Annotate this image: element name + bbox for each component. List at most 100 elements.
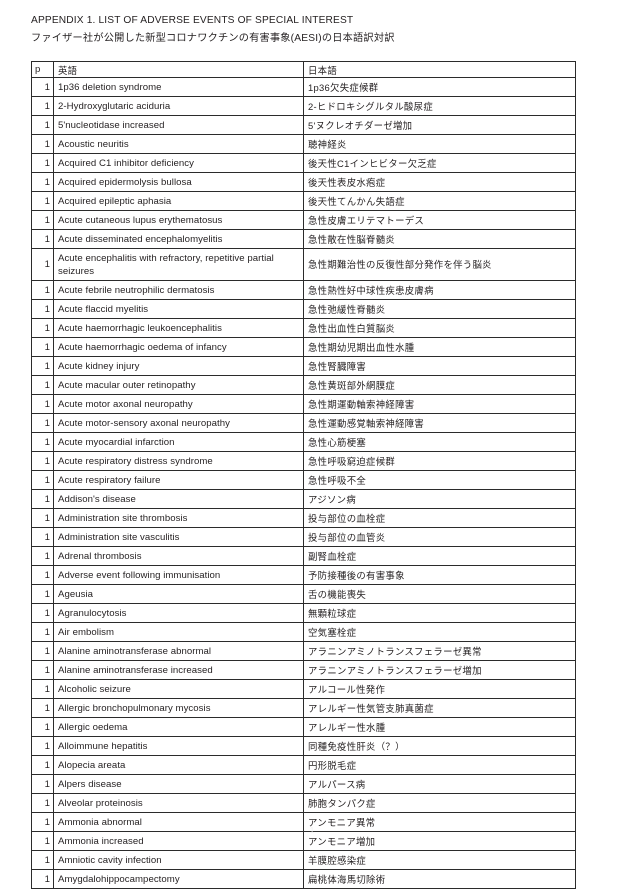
cell-japanese: 投与部位の血栓症: [303, 508, 576, 528]
cell-page-value: 1: [44, 721, 50, 733]
table-row: 1 Acute respiratory distress syndrome 急性呼吸…: [31, 451, 576, 471]
cell-english: Administration site vasculitis: [53, 527, 304, 547]
table-row: 1 Alloimmune hepatitis 同種免疫性肝炎（？）: [31, 736, 576, 756]
cell-english-value: Alcoholic seizure: [58, 683, 131, 695]
cell-english: Allergic oedema: [53, 717, 304, 737]
cell-page: 1: [31, 774, 54, 794]
cell-japanese: 扁桃体海馬切除術: [303, 869, 576, 889]
column-header-english: 英語: [53, 61, 304, 78]
table-row: 1 Amygdalohippocampectomy 扁桃体海馬切除術: [31, 869, 576, 889]
table-row: 1 Acoustic neuritis 聴神経炎: [31, 134, 576, 154]
cell-page-value: 1: [44, 157, 50, 169]
cell-japanese-value: アンモニア増加: [308, 835, 376, 847]
cell-english-value: Addison's disease: [58, 493, 136, 505]
table-row: 1 Acute encephalitis with refractory, rep…: [31, 248, 576, 281]
cell-english-value: Alanine aminotransferase increased: [58, 664, 213, 676]
cell-page-value: 1: [44, 417, 50, 429]
column-header-p: p: [31, 61, 54, 78]
cell-page: 1: [31, 229, 54, 249]
cell-english-value: Amygdalohippocampectomy: [58, 873, 180, 885]
table-row: 1 Acute kidney injury 急性腎臓障害: [31, 356, 576, 376]
cell-english-value: Adverse event following immunisation: [58, 569, 221, 581]
table-row: 1 Adverse event following immunisation 予防接…: [31, 565, 576, 585]
cell-english-value: Acute kidney injury: [58, 360, 140, 372]
cell-page: 1: [31, 337, 54, 357]
cell-japanese-value: 急性熱性好中球性疾患皮膚病: [308, 284, 434, 296]
cell-page: 1: [31, 77, 54, 97]
cell-page-value: 1: [44, 474, 50, 486]
cell-japanese-value: 急性黄斑部外網膜症: [308, 379, 396, 391]
cell-english: Acute myocardial infarction: [53, 432, 304, 452]
cell-japanese-value: 急性期幼児期出血性水腫: [308, 341, 415, 353]
cell-page-value: 1: [44, 797, 50, 809]
cell-english-value: Alveolar proteinosis: [58, 797, 143, 809]
cell-japanese-value: 急性出血性白質脳炎: [308, 322, 396, 334]
cell-japanese-value: 急性期難治性の反復性部分発作を伴う脳炎: [308, 259, 492, 270]
cell-english-value: Agranulocytosis: [58, 607, 127, 619]
cell-page: 1: [31, 565, 54, 585]
cell-japanese-value: 副腎血栓症: [308, 550, 357, 562]
cell-japanese: 羊膜腔感染症: [303, 850, 576, 870]
cell-page: 1: [31, 356, 54, 376]
cell-english: Addison's disease: [53, 489, 304, 509]
cell-japanese-value: 急性期運動軸索神経障害: [308, 398, 415, 410]
cell-page-value: 1: [44, 119, 50, 131]
cell-japanese: 急性期運動軸索神経障害: [303, 394, 576, 414]
cell-page-value: 1: [44, 778, 50, 790]
cell-english: Acute kidney injury: [53, 356, 304, 376]
cell-page-value: 1: [44, 455, 50, 467]
cell-english: Alpers disease: [53, 774, 304, 794]
cell-page: 1: [31, 622, 54, 642]
cell-english: Alveolar proteinosis: [53, 793, 304, 813]
cell-japanese: 急性運動感覚軸索神経障害: [303, 413, 576, 433]
cell-english: Acquired epileptic aphasia: [53, 191, 304, 211]
cell-page-value: 1: [44, 81, 50, 93]
cell-english: Acute encephalitis with refractory, repe…: [53, 248, 304, 281]
cell-english: Alanine aminotransferase increased: [53, 660, 304, 680]
cell-page: 1: [31, 793, 54, 813]
cell-english: Adrenal thrombosis: [53, 546, 304, 566]
cell-japanese-value: 急性皮膚エリテマトーデス: [308, 214, 425, 226]
table-row: 1 Ageusia 舌の機能喪失: [31, 584, 576, 604]
cell-japanese-value: 舌の機能喪失: [308, 588, 367, 600]
cell-english: Amniotic cavity infection: [53, 850, 304, 870]
table-row: 1 Acute motor-sensory axonal neuropathy 急性…: [31, 413, 576, 433]
cell-page: 1: [31, 546, 54, 566]
cell-english-value: Acute febrile neutrophilic dermatosis: [58, 284, 215, 296]
cell-english-value: 2-Hydroxyglutaric aciduria: [58, 100, 171, 112]
cell-page: 1: [31, 191, 54, 211]
cell-english-value: Acute haemorrhagic oedema of infancy: [58, 341, 227, 353]
cell-english-value: Acute motor axonal neuropathy: [58, 398, 193, 410]
cell-english-value: Alopecia areata: [58, 759, 126, 771]
cell-japanese-value: 急性呼吸窮迫症候群: [308, 455, 396, 467]
table-row: 1 Acute cutaneous lupus erythematosus 急性皮膚…: [31, 210, 576, 230]
cell-japanese-value: 急性心筋梗塞: [308, 436, 367, 448]
cell-english: Alopecia areata: [53, 755, 304, 775]
cell-page-value: 1: [44, 398, 50, 410]
cell-english-value: Amniotic cavity infection: [58, 854, 162, 866]
cell-japanese-value: アレルギー性水腫: [308, 721, 386, 733]
cell-english-value: Acute disseminated encephalomyelitis: [58, 233, 223, 245]
cell-page: 1: [31, 603, 54, 623]
cell-japanese: アラニンアミノトランスフェラーゼ増加: [303, 660, 576, 680]
table-row: 1 Acute respiratory failure 急性呼吸不全: [31, 470, 576, 490]
cell-english-value: Ammonia abnormal: [58, 816, 142, 828]
cell-page: 1: [31, 755, 54, 775]
cell-page: 1: [31, 394, 54, 414]
cell-english: Acute flaccid myelitis: [53, 299, 304, 319]
cell-page: 1: [31, 660, 54, 680]
cell-english-value: Acute cutaneous lupus erythematosus: [58, 214, 223, 226]
cell-english: 2-Hydroxyglutaric aciduria: [53, 96, 304, 116]
cell-japanese-value: アラニンアミノトランスフェラーゼ増加: [308, 664, 482, 676]
cell-japanese-value: 2-ヒドロキシグルタル酸尿症: [308, 100, 434, 112]
cell-english-value: Acute respiratory distress syndrome: [58, 455, 213, 467]
cell-page-value: 1: [44, 550, 50, 562]
cell-japanese: 後天性てんかん失語症: [303, 191, 576, 211]
cell-page: 1: [31, 115, 54, 135]
cell-japanese-value: アンモニア異常: [308, 816, 376, 828]
cell-english: Acute macular outer retinopathy: [53, 375, 304, 395]
cell-japanese-value: 羊膜腔感染症: [308, 854, 367, 866]
cell-japanese: 聴神経炎: [303, 134, 576, 154]
cell-japanese: 肺胞タンパク症: [303, 793, 576, 813]
table-row: 1 Alpers disease アルパース病: [31, 774, 576, 794]
